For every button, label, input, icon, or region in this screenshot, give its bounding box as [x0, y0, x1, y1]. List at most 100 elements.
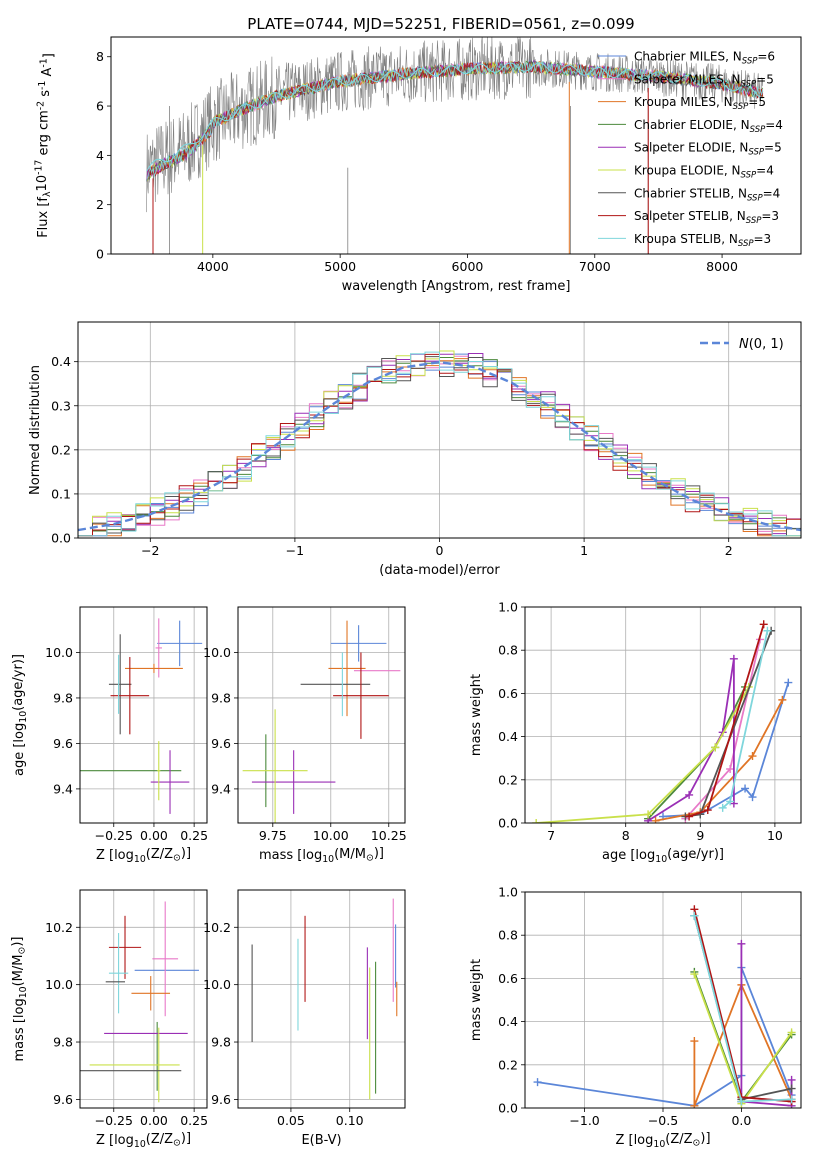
gaussian-curve: [78, 360, 801, 532]
errorbar-kroupa-elodie: [242, 709, 308, 823]
y-tick-label: 0.2: [51, 442, 71, 457]
x-tick-label: 7: [547, 828, 555, 843]
errorbar-chabrier-miles: [330, 625, 387, 662]
weight-marker: [690, 911, 699, 920]
weight-marker: [711, 743, 720, 752]
weight-marker: [685, 790, 694, 799]
y-tick-label: 9.4: [211, 781, 231, 796]
x-axis-label: Z [log10​(Z/Z⊙​)]: [96, 846, 191, 865]
weight-marker: [690, 1101, 699, 1108]
y-tick-label: 6: [96, 99, 104, 114]
x-tick-label: 5000: [324, 259, 356, 274]
axes-frame: [237, 606, 406, 824]
errorbar-kroupa-miles: [131, 976, 171, 1011]
weight-marker: [787, 1084, 796, 1093]
y-tick-label: 9.6: [53, 736, 73, 751]
y-tick-label: 10.0: [203, 977, 231, 992]
x-tick-label: −0.5: [648, 1113, 678, 1128]
axes-spectrum: 4000 5000 6000 7000 8000 0 2 4 6 8 wavelength [Ang…: [34, 36, 802, 294]
y-tick-label: 0.8: [498, 643, 518, 658]
weight-marker: [651, 816, 660, 823]
errorbar-chabrier-miles: [157, 620, 203, 667]
weight-line-salpeter-elodie: [647, 658, 735, 822]
weight-marker: [533, 1078, 542, 1087]
errorbar-kroupa-miles: [125, 663, 183, 673]
weight-line-salpeter-elodie: [740, 943, 793, 1107]
plot-area: [146, 37, 764, 254]
x-tick-label: 8: [622, 828, 630, 843]
legend: Chabrier MILES, NSSP=6 Salpeter MILES, NS…: [598, 50, 783, 249]
x-tick-label: −0.25: [95, 1113, 133, 1128]
weight-marker: [787, 1028, 796, 1037]
axes-age_vs_Z: −0.25 0.00 0.25 9.4 9.6 9.8 10.0 Z [log10​(Z/Z⊙…: [11, 606, 208, 865]
plot-area: [533, 905, 796, 1108]
x-tick-label: 0.25: [180, 828, 208, 843]
x-axis-label: (data-model)/error: [379, 563, 500, 578]
y-axis-label: age [log10​(age/yr)]: [11, 654, 29, 776]
x-tick-label: −1.0: [569, 1113, 599, 1128]
x-tick-label: 0.05: [277, 1113, 305, 1128]
figure-title: PLATE=0744, MJD=52251, FIBERID=0561, z=0…: [247, 15, 634, 33]
y-tick-label: 0.4: [51, 354, 71, 369]
y-tick-label: 10.0: [203, 645, 231, 660]
y-tick-label: 2: [96, 197, 104, 212]
y-axis-label: Flux [fλ​10-17​ erg cm-2​ s-1​ A-1​]: [34, 53, 57, 238]
model-line-chabrier-elodie: [146, 60, 764, 182]
x-tick-label: −2: [141, 543, 159, 558]
x-tick-label: 2: [725, 543, 733, 558]
legend-entry: Chabrier ELODIE, NSSP=4: [634, 118, 783, 135]
x-tick-label: 0.00: [140, 1113, 168, 1128]
errorbar-salpeter-stelib: [333, 652, 389, 739]
errorbar-salpeter-stelib: [110, 657, 150, 735]
weight-marker: [729, 654, 738, 663]
y-tick-label: 0.0: [498, 1101, 518, 1116]
weight-marker: [759, 620, 768, 629]
axes-frame: [79, 606, 208, 824]
x-tick-label: 9.75: [259, 828, 287, 843]
weight-marker: [787, 1075, 796, 1084]
y-tick-label: 0.2: [498, 772, 518, 787]
weight-line-salpeter-stelib: [693, 909, 792, 1103]
legend-entry: Salpeter MILES, NSSP=5: [634, 72, 774, 89]
legend-entry: Kroupa STELIB, NSSP=3: [634, 232, 771, 249]
weight-marker: [690, 1037, 699, 1046]
histogram-kroupa-stelib: [78, 351, 801, 537]
plot-area: [251, 898, 398, 1100]
x-tick-label: 8000: [706, 259, 738, 274]
errorbar-kroupa-miles: [328, 620, 366, 717]
weight-marker: [703, 806, 712, 815]
axes-frame: [79, 889, 208, 1109]
y-tick-label: 0: [96, 247, 104, 262]
plot-area: [80, 901, 199, 1103]
legend-entry: Salpeter ELODIE, NSSP=5: [634, 141, 782, 158]
plot-area: [78, 350, 801, 537]
errorbar-salpeter-stelib: [108, 915, 142, 979]
y-tick-label: 0.3: [51, 398, 71, 413]
weight-marker: [737, 1097, 746, 1106]
x-tick-label: 0.00: [140, 828, 168, 843]
x-tick-label: 10: [767, 828, 783, 843]
weight-marker: [748, 752, 757, 761]
y-tick-label: 10.0: [45, 977, 73, 992]
y-tick-label: 10.0: [45, 645, 73, 660]
weight-marker: [690, 970, 699, 979]
plot-area: [80, 618, 203, 814]
y-tick-label: 9.8: [211, 690, 231, 705]
y-axis-label: mass [log10​(M/M⊙​)]: [10, 937, 29, 1062]
x-tick-label: −1: [286, 543, 304, 558]
x-tick-label: 0: [436, 543, 444, 558]
errorbar-salpeter-miles: [152, 901, 179, 1017]
axes-frame: [110, 36, 802, 255]
errorbar-chabrier-stelib: [108, 634, 132, 735]
weight-marker: [784, 678, 793, 687]
weight-marker: [778, 695, 787, 704]
weight-line-kroupa-miles: [655, 699, 784, 822]
weight-marker: [787, 1095, 796, 1104]
axes-mass_vs_Z: −0.25 0.00 0.25 9.6 9.8 10.0 10.2 Z [log10​(Z/Z…: [10, 889, 208, 1150]
y-axis-label: mass weight: [469, 959, 484, 1041]
y-tick-label: 0.0: [51, 531, 71, 546]
axes-weight_vs_Z: −1.0 −0.5 0.0 0.0 0.2 0.4 0.6 0.8 1.0 Z [log10​(Z…: [469, 885, 802, 1150]
weight-line-kroupa-elodie: [536, 686, 750, 823]
legend-entry: Chabrier MILES, NSSP=6: [634, 50, 775, 67]
y-tick-label: 0.1: [51, 486, 71, 501]
